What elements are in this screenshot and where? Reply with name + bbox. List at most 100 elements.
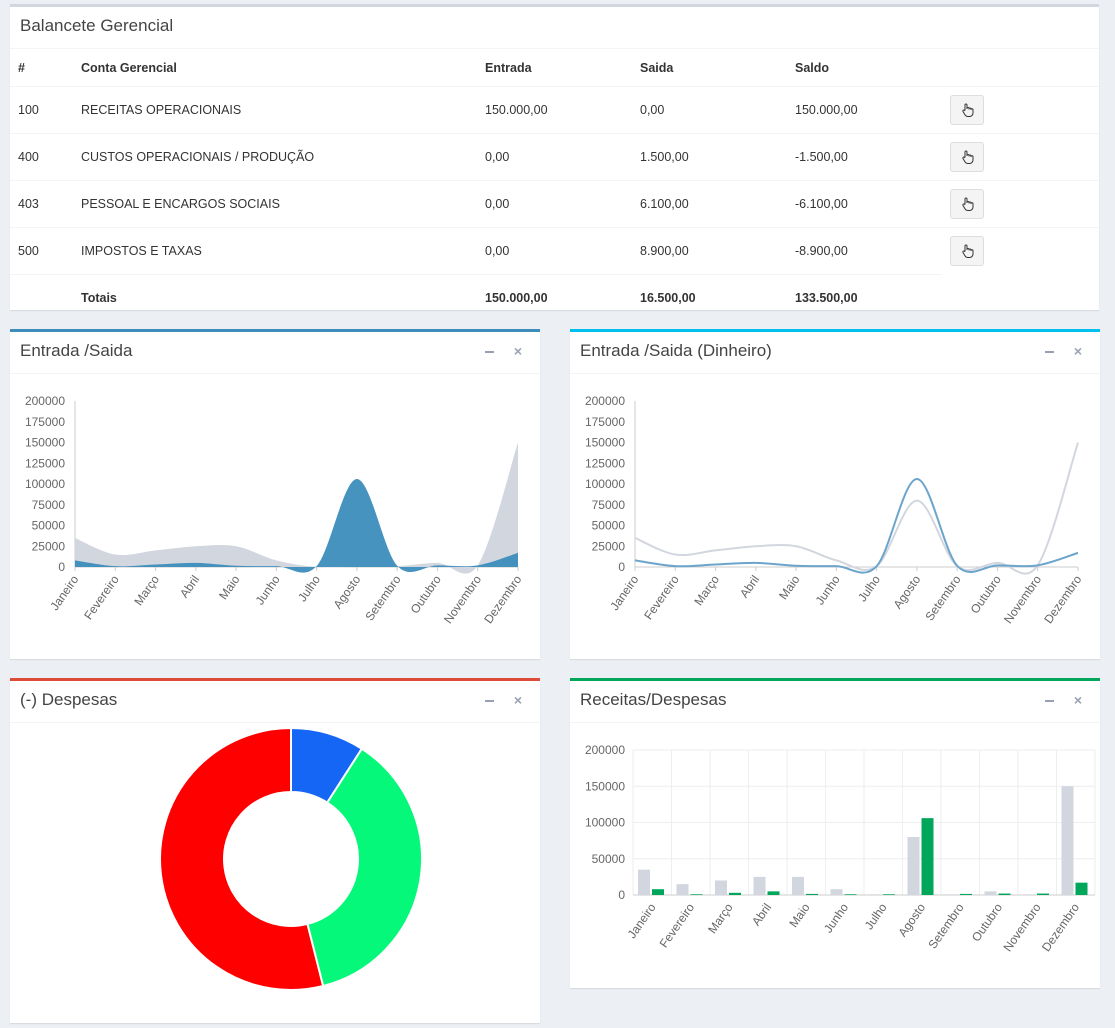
despesas-donut-chart [159, 726, 423, 991]
row-account: IMPOSTOS E TAXAS [73, 227, 477, 275]
x-tick-label: Abril [737, 573, 762, 601]
bar [638, 869, 650, 895]
minus-icon [485, 351, 495, 354]
row-saldo: -8.900,00 [787, 227, 942, 275]
y-tick-label: 50000 [592, 519, 626, 533]
panel-title: (-) Despesas [20, 690, 118, 709]
totals-row: Totais 150.000,00 16.500,00 133.500,00 [10, 274, 1099, 321]
bar [652, 889, 664, 895]
y-tick-label: 25000 [32, 539, 66, 553]
balancete-table: # Conta Gerencial Entrada Saida Saldo 10… [10, 49, 1099, 321]
y-tick-label: 0 [58, 560, 65, 574]
donut-slice [306, 747, 423, 988]
row-details-button[interactable] [950, 236, 984, 267]
y-tick-label: 125000 [585, 456, 625, 470]
row-entrada: 0,00 [477, 133, 632, 181]
row-code: 400 [10, 133, 73, 181]
balancete-title: Balancete Gerencial [20, 16, 174, 35]
bar [1075, 882, 1088, 895]
row-details-button[interactable] [950, 189, 984, 219]
entrada-saida-dinheiro-chart: 200000 175000 150000 125000 100000 75000 50000… [585, 394, 1085, 626]
despesas-panel: (-) Despesas × [10, 678, 540, 1023]
collapse-button[interactable] [1042, 692, 1058, 708]
col-header-saida: Saida [632, 49, 787, 87]
hand-pointer-icon [961, 150, 973, 164]
close-button[interactable]: × [510, 692, 526, 708]
x-tick-label: Dezembro [481, 572, 524, 626]
y-tick-label: 100000 [585, 477, 625, 491]
y-tick-label: 200000 [585, 394, 625, 408]
x-tick-label: Março [705, 900, 736, 936]
row-saida: 8.900,00 [632, 227, 787, 275]
row-details-button[interactable] [950, 142, 984, 172]
x-tick-label: Outubro [968, 572, 1005, 616]
receitas-despesas-bar-chart: 200000 150000 100000 50000 0JaneiroFevereiro… [585, 743, 1096, 954]
collapse-button[interactable] [482, 343, 498, 359]
bar [690, 894, 703, 895]
close-icon: × [513, 692, 523, 708]
bar [676, 884, 689, 895]
x-tick-label: Junho [821, 900, 851, 935]
x-tick-label: Maio [216, 572, 243, 602]
bar [806, 893, 818, 895]
close-button[interactable]: × [1070, 343, 1086, 359]
row-account: CUSTOS OPERACIONAIS / PRODUÇÃO [73, 133, 477, 181]
x-tick-label: Setembro [362, 572, 403, 623]
minus-icon [1045, 700, 1055, 703]
x-tick-label: Maio [786, 900, 813, 930]
y-tick-label: 0 [618, 560, 625, 574]
y-tick-label: 200000 [585, 743, 625, 757]
bar [1037, 893, 1049, 895]
table-row: 403 PESSOAL E ENCARGOS SOCIAIS 0,00 6.10… [10, 180, 1099, 228]
x-tick-label: Março [131, 572, 162, 608]
bar [1023, 894, 1035, 895]
panel-title: Entrada /Saida (Dinheiro) [580, 341, 772, 360]
x-tick-label: Outubro [408, 572, 445, 616]
x-tick-label: Dezembro [1039, 900, 1082, 954]
x-tick-label: Julho [862, 900, 890, 932]
series-line [634, 478, 1079, 574]
collapse-button[interactable] [482, 692, 498, 708]
x-tick-label: Março [691, 572, 722, 608]
x-tick-label: Abril [749, 901, 774, 929]
y-tick-label: 75000 [32, 498, 66, 512]
x-tick-label: Fevereiro [641, 572, 682, 622]
close-icon: × [513, 343, 523, 359]
close-button[interactable]: × [1070, 692, 1086, 708]
y-tick-label: 175000 [585, 415, 625, 429]
x-tick-label: Novembro [441, 572, 484, 626]
x-tick-label: Setembro [922, 572, 963, 623]
x-tick-label: Janeiro [47, 572, 81, 613]
bar [715, 880, 727, 895]
x-tick-label: Maio [776, 572, 803, 602]
y-tick-label: 0 [618, 888, 625, 902]
bar [883, 894, 895, 895]
close-button[interactable]: × [510, 343, 526, 359]
x-tick-label: Fevereiro [657, 900, 698, 950]
bar [767, 891, 780, 895]
row-code: 500 [10, 227, 73, 275]
bar [792, 876, 804, 895]
collapse-button[interactable] [1042, 343, 1058, 359]
row-details-button[interactable] [950, 95, 984, 125]
totals-saida: 16.500,00 [632, 274, 787, 321]
balancete-box: Balancete Gerencial # Conta Gerencial En… [10, 4, 1099, 321]
totals-saldo: 133.500,00 [787, 274, 942, 321]
row-saida: 0,00 [632, 86, 787, 134]
y-tick-label: 50000 [32, 519, 66, 533]
col-header-entrada: Entrada [477, 49, 632, 87]
x-tick-label: Novembro [1000, 900, 1043, 954]
receitas-despesas-panel: Receitas/Despesas × 200000 150000 100000 50… [570, 678, 1100, 988]
bar [960, 893, 972, 895]
panel-title: Entrada /Saida [20, 341, 133, 360]
col-header-actions [942, 49, 1099, 87]
x-tick-label: Agosto [890, 572, 923, 611]
row-saida: 1.500,00 [632, 133, 787, 181]
x-tick-label: Fevereiro [81, 572, 122, 622]
totals-label: Totais [73, 274, 477, 321]
table-row: 400 CUSTOS OPERACIONAIS / PRODUÇÃO 0,00 … [10, 133, 1099, 181]
bar [869, 894, 881, 895]
bar [844, 894, 857, 895]
bar [998, 893, 1011, 895]
x-tick-label: Janeiro [625, 900, 659, 941]
